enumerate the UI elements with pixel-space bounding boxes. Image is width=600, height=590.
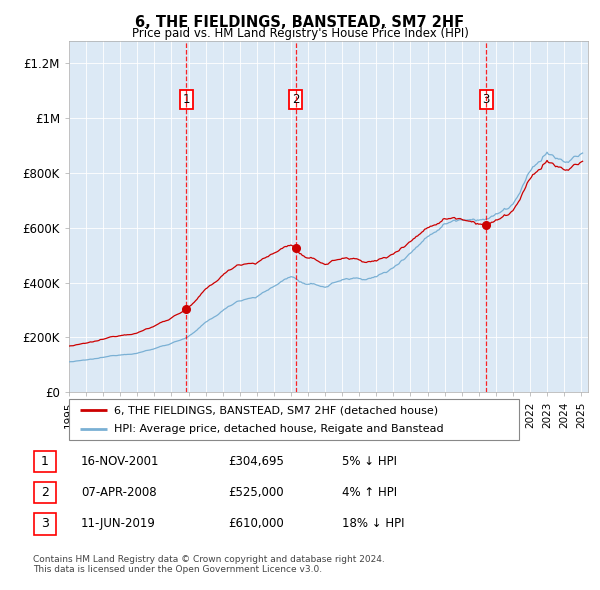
Text: Contains HM Land Registry data © Crown copyright and database right 2024.: Contains HM Land Registry data © Crown c… (33, 555, 385, 563)
Text: 2: 2 (41, 486, 49, 499)
Text: 16-NOV-2001: 16-NOV-2001 (81, 455, 160, 468)
Text: HPI: Average price, detached house, Reigate and Banstead: HPI: Average price, detached house, Reig… (114, 424, 443, 434)
Text: 3: 3 (41, 517, 49, 530)
Text: £610,000: £610,000 (228, 517, 284, 530)
Text: 6, THE FIELDINGS, BANSTEAD, SM7 2HF: 6, THE FIELDINGS, BANSTEAD, SM7 2HF (136, 15, 464, 30)
Text: 07-APR-2008: 07-APR-2008 (81, 486, 157, 499)
Text: 5% ↓ HPI: 5% ↓ HPI (342, 455, 397, 468)
Text: 11-JUN-2019: 11-JUN-2019 (81, 517, 156, 530)
Text: 18% ↓ HPI: 18% ↓ HPI (342, 517, 404, 530)
FancyBboxPatch shape (34, 451, 56, 472)
FancyBboxPatch shape (34, 513, 56, 535)
Text: 1: 1 (183, 93, 190, 106)
Text: 3: 3 (482, 93, 490, 106)
Text: 1: 1 (41, 455, 49, 468)
Text: £525,000: £525,000 (228, 486, 284, 499)
Text: £304,695: £304,695 (228, 455, 284, 468)
Text: 2: 2 (292, 93, 299, 106)
Text: This data is licensed under the Open Government Licence v3.0.: This data is licensed under the Open Gov… (33, 565, 322, 574)
FancyBboxPatch shape (69, 399, 519, 440)
Text: 6, THE FIELDINGS, BANSTEAD, SM7 2HF (detached house): 6, THE FIELDINGS, BANSTEAD, SM7 2HF (det… (114, 405, 438, 415)
FancyBboxPatch shape (34, 482, 56, 503)
Text: Price paid vs. HM Land Registry's House Price Index (HPI): Price paid vs. HM Land Registry's House … (131, 27, 469, 40)
Text: 4% ↑ HPI: 4% ↑ HPI (342, 486, 397, 499)
